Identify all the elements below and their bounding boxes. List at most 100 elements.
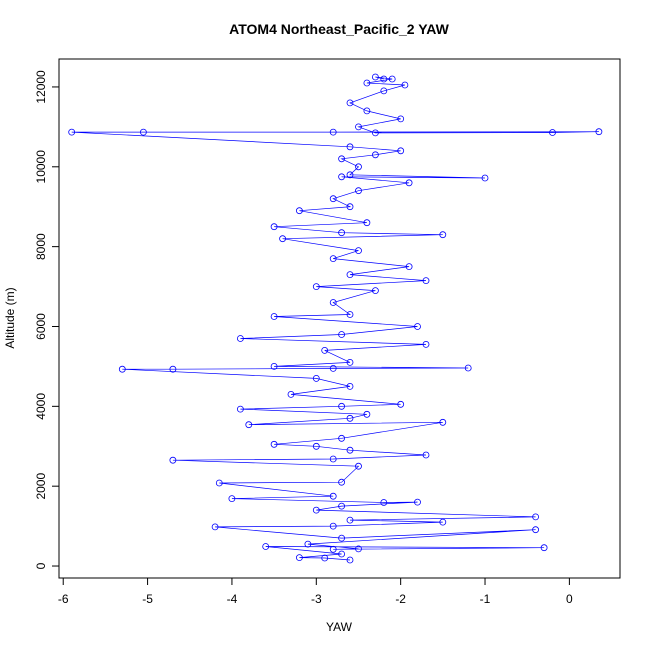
data-point	[363, 410, 371, 418]
data-point	[540, 544, 548, 552]
data-point	[355, 187, 362, 195]
x-tick-label: -5	[142, 592, 153, 606]
data-point	[346, 99, 354, 107]
data-point	[439, 231, 447, 239]
data-point	[346, 382, 354, 390]
data-point	[245, 421, 253, 429]
data-point	[397, 147, 405, 155]
data-point	[312, 506, 320, 514]
data-point	[321, 346, 329, 354]
y-axis-label: Altitude (m)	[3, 287, 17, 348]
data-point	[338, 434, 346, 442]
data-point	[422, 340, 430, 348]
data-point	[304, 540, 312, 548]
chart-title: ATOM4 Northeast_Pacific_2 YAW	[229, 21, 449, 37]
data-point	[287, 390, 295, 398]
data-point	[321, 554, 329, 562]
data-point	[371, 151, 379, 159]
data-point	[346, 516, 354, 524]
data-point	[346, 203, 354, 211]
x-tick-label: 0	[566, 592, 573, 606]
plot-frame	[58, 58, 621, 579]
data-point	[169, 365, 177, 373]
data-point	[338, 502, 346, 510]
data-point	[363, 219, 371, 227]
data-point	[397, 400, 405, 408]
data-point	[363, 107, 371, 115]
data-point	[363, 79, 371, 87]
x-tick-label: -2	[395, 592, 406, 606]
data-point	[355, 247, 362, 255]
data-point	[346, 171, 354, 179]
data-point	[346, 414, 354, 422]
data-point	[422, 277, 430, 285]
data-point	[279, 235, 287, 243]
y-tick-label: 12000	[34, 70, 48, 104]
data-point	[270, 313, 278, 320]
data-point	[262, 543, 270, 550]
data-point	[549, 129, 556, 136]
data-point	[295, 207, 303, 215]
data-point	[414, 498, 421, 506]
data-point	[464, 364, 472, 372]
data-point	[329, 195, 337, 203]
data-point	[422, 451, 430, 459]
data-layer	[68, 73, 603, 564]
data-point	[380, 87, 388, 95]
data-point	[270, 223, 278, 231]
data-point	[439, 418, 447, 426]
data-point	[414, 323, 421, 330]
y-tick-label: 2000	[34, 473, 48, 500]
data-point	[312, 374, 320, 382]
data-point	[329, 255, 337, 263]
data-point	[329, 299, 337, 306]
data-point	[312, 283, 320, 291]
data-point	[68, 128, 76, 136]
x-axis: -6 -5 -4 -3 -2 -1 0	[58, 577, 573, 606]
data-point	[338, 402, 346, 410]
data-point	[329, 455, 337, 463]
data-point	[236, 405, 244, 413]
data-point	[439, 518, 447, 526]
data-point	[338, 229, 346, 237]
data-point	[405, 179, 413, 187]
data-point	[169, 456, 177, 464]
data-point	[139, 128, 147, 136]
data-point	[346, 446, 354, 454]
series-line	[71, 76, 599, 561]
x-tick-label: -6	[58, 592, 69, 606]
data-point	[215, 479, 223, 487]
data-point	[329, 545, 337, 553]
data-point	[329, 492, 337, 500]
x-tick-label: -1	[480, 592, 491, 606]
data-point	[355, 462, 362, 470]
data-point	[346, 271, 354, 279]
data-point	[329, 128, 337, 136]
data-point	[211, 523, 219, 531]
data-point	[346, 556, 354, 564]
y-axis: 0 2000 4000 6000 8000 10000 12000	[34, 70, 60, 569]
y-tick-label: 0	[34, 562, 48, 569]
x-tick-label: -3	[311, 592, 322, 606]
data-point	[338, 478, 346, 486]
data-point	[338, 550, 346, 558]
data-point	[236, 335, 244, 342]
data-point	[355, 163, 362, 171]
data-point	[405, 263, 413, 271]
data-point	[270, 362, 278, 370]
data-point	[346, 358, 354, 366]
data-point	[338, 331, 346, 338]
data-point	[329, 522, 337, 530]
data-point	[329, 364, 337, 372]
data-point	[380, 499, 388, 506]
data-point	[355, 123, 362, 131]
data-point	[532, 526, 539, 534]
data-point	[371, 287, 379, 295]
data-point	[295, 554, 303, 561]
data-point	[338, 534, 346, 542]
data-point	[388, 75, 396, 83]
y-tick-label: 10000	[34, 150, 48, 184]
data-point	[595, 128, 603, 136]
data-point	[346, 143, 354, 151]
